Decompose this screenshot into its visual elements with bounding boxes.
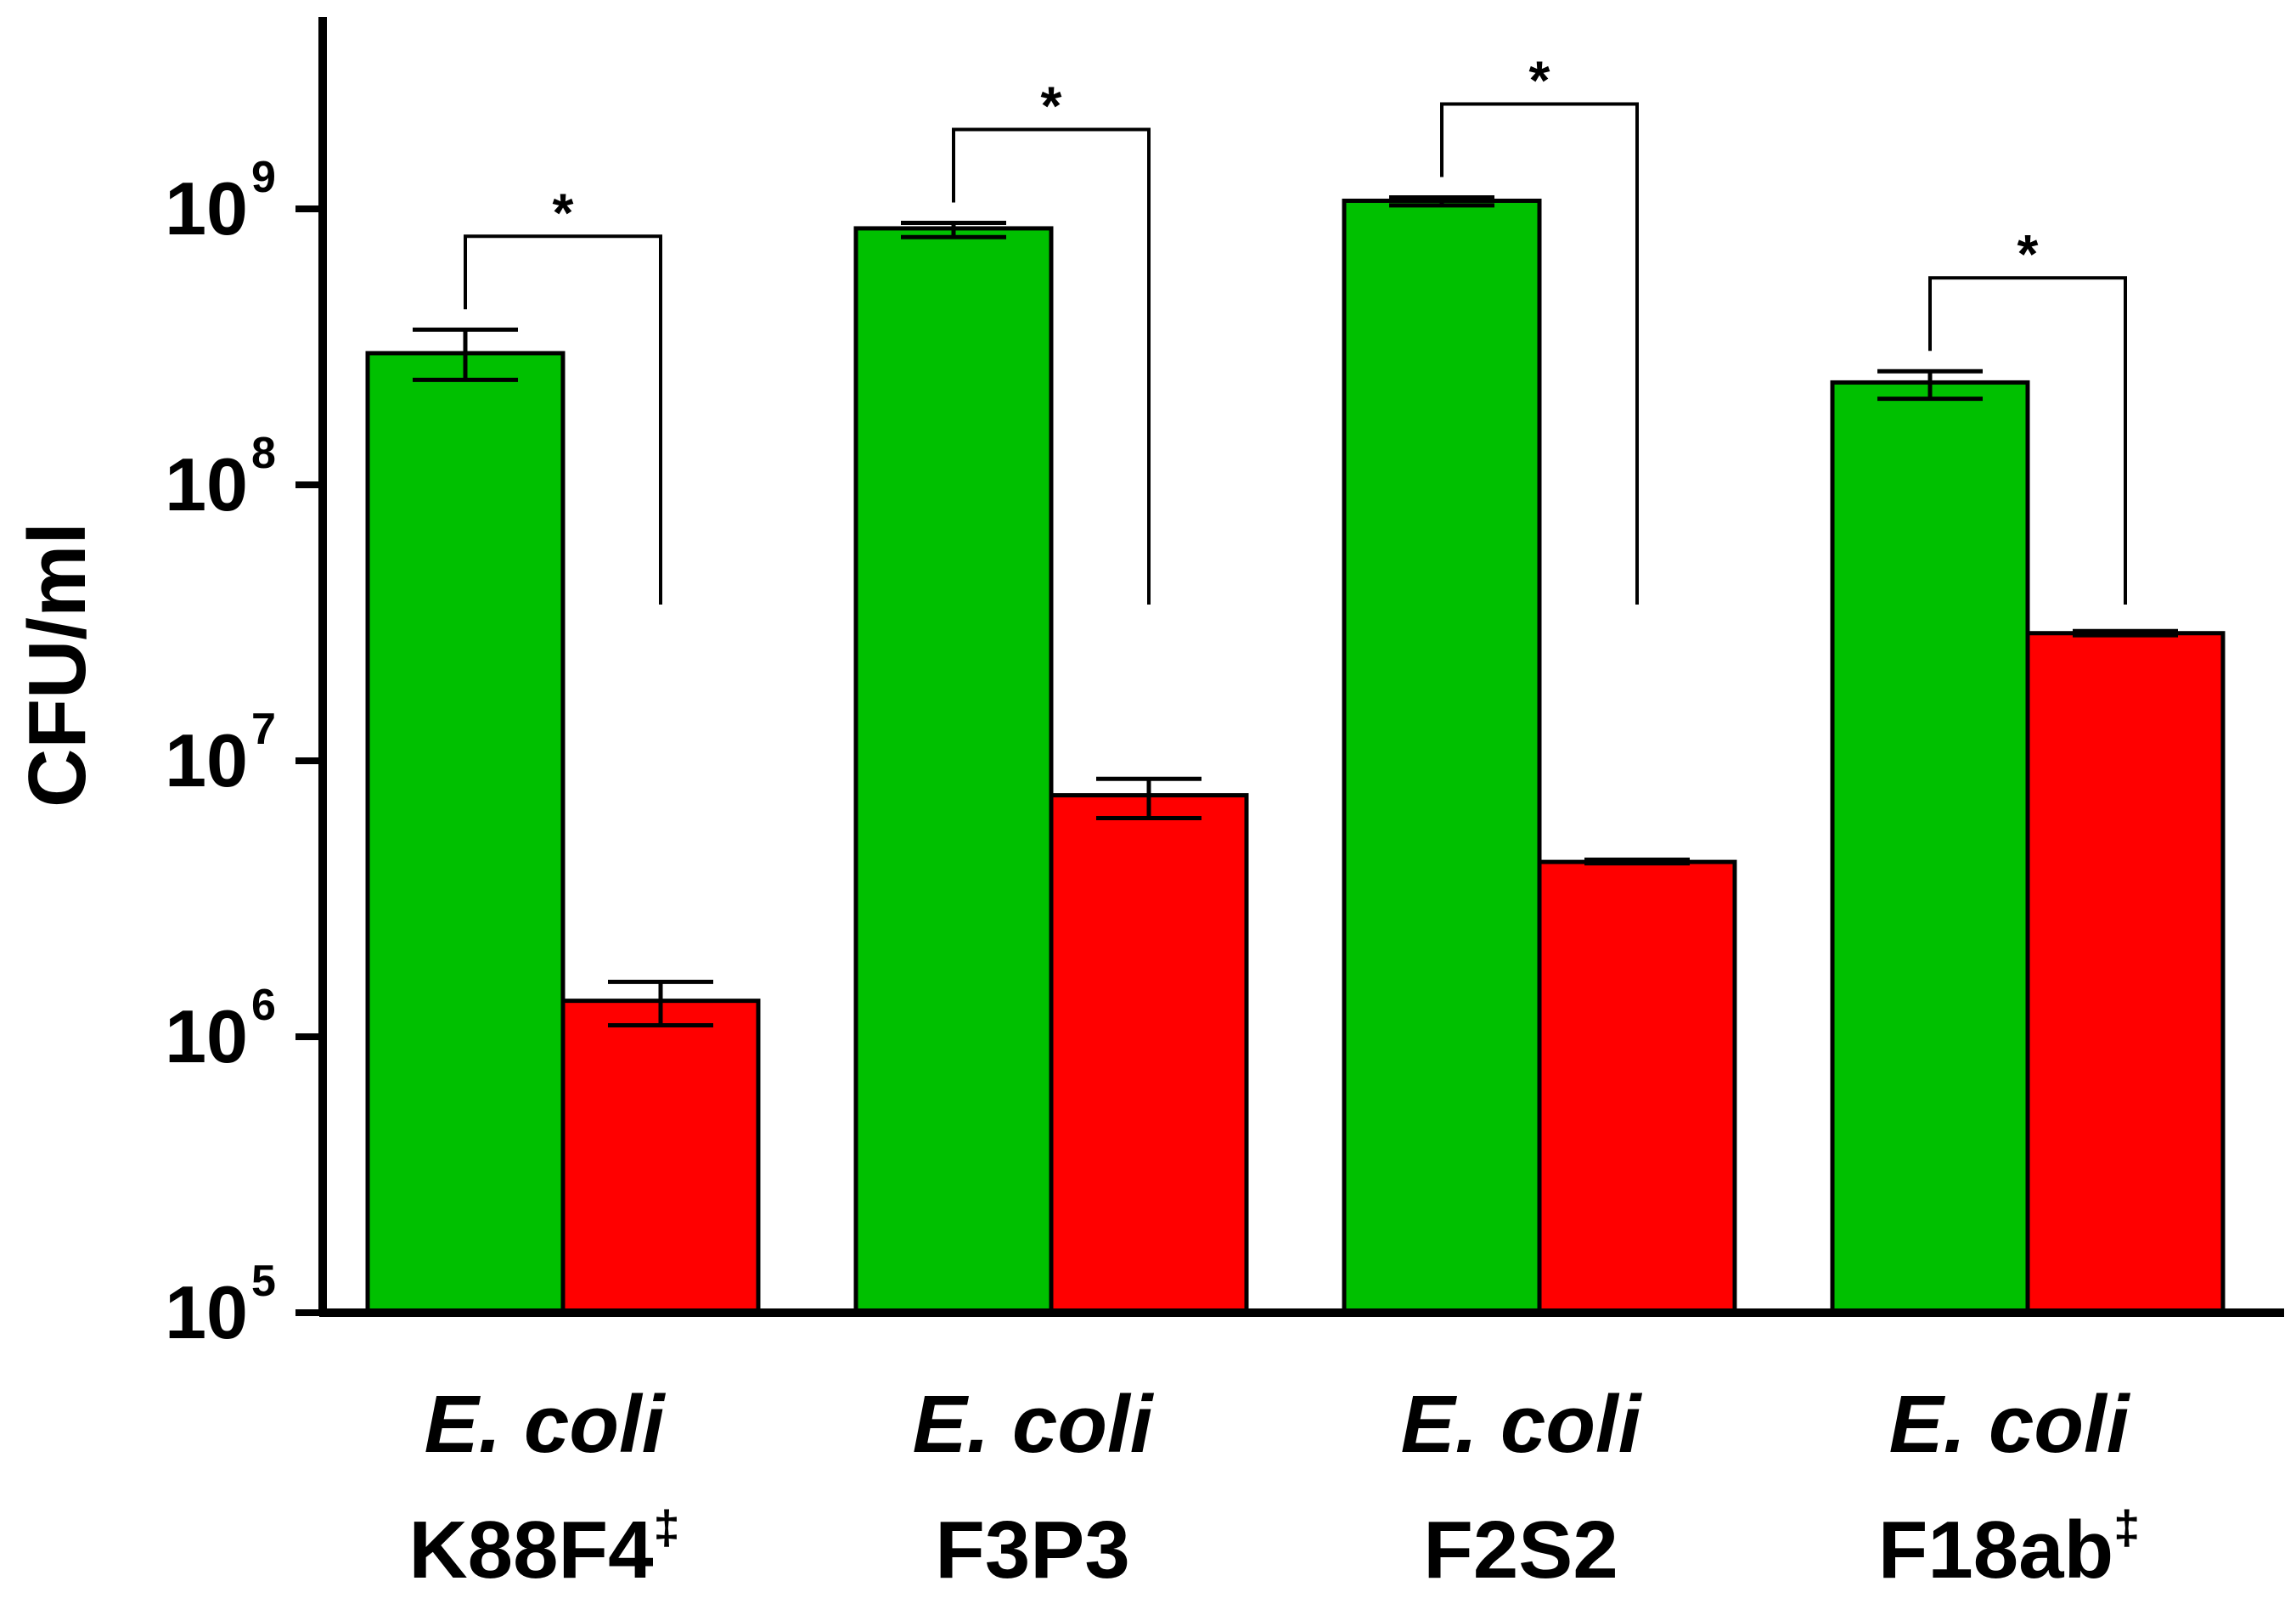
significance-star: * [1041, 75, 1062, 136]
y-tick-exponent: 5 [251, 1257, 276, 1306]
significance-star: * [2017, 223, 2039, 284]
error-bar-green-3 [1877, 369, 1983, 402]
y-tick-exponent: 7 [251, 705, 276, 754]
category-strain-label: F18ab‡ [1878, 1500, 2141, 1595]
significance-bracket-1: * [952, 75, 1151, 605]
error-bars [413, 195, 2178, 1028]
significance-brackets: * * * * [464, 50, 2127, 605]
significance-star: * [1529, 50, 1550, 111]
error-bar-green-2 [1389, 195, 1494, 208]
y-tick-label: 10 [165, 442, 248, 526]
category-labels: E. coli K88F4‡ E. coli F3P3 E. coli F2S2 E. co… [408, 1379, 2140, 1595]
error-bar-red-3 [2073, 628, 2178, 638]
category-species-label: E. coli [1889, 1379, 2131, 1470]
bar-green-2 [1342, 198, 1542, 1315]
y-tick-label: 10 [165, 166, 248, 250]
bar-red-1 [1049, 793, 1249, 1315]
error-bar-red-0 [608, 979, 713, 1028]
category-strain-label: K88F4‡ [408, 1500, 679, 1595]
y-tick-exponent: 6 [251, 981, 276, 1030]
category-mark: ‡ [2113, 1500, 2140, 1554]
significance-bracket-3: * [1928, 223, 2127, 605]
bar-red-0 [560, 999, 761, 1315]
y-tick-label: 10 [165, 718, 248, 802]
category-mark: ‡ [653, 1500, 679, 1554]
error-bar-red-1 [1096, 776, 1201, 820]
bar-green-3 [1830, 380, 2030, 1315]
y-tick-exponent: 9 [251, 153, 276, 202]
category-strain-label: F3P3 [935, 1505, 1129, 1595]
bar-green-1 [853, 226, 1054, 1315]
error-bar-green-1 [901, 220, 1006, 239]
bars [365, 198, 2226, 1315]
y-axis-label: CFU/ml [12, 522, 103, 807]
bar-red-2 [1537, 859, 1737, 1315]
axes [318, 17, 2284, 1317]
error-bar-green-0 [413, 327, 518, 382]
category-species-label: E. coli [913, 1379, 1155, 1470]
category-strain-label: F2S2 [1423, 1505, 1618, 1595]
category-species-label: E. coli [425, 1379, 667, 1470]
bar-green-0 [365, 351, 566, 1315]
y-tick-exponent: 8 [251, 429, 276, 478]
bar-red-3 [2025, 631, 2226, 1315]
significance-star: * [553, 182, 574, 243]
significance-bracket-2: * [1440, 50, 1639, 605]
y-tick-label: 10 [165, 994, 248, 1078]
significance-bracket-0: * [464, 182, 662, 605]
y-tick-label: 10 [165, 1270, 248, 1354]
error-bar-red-2 [1584, 858, 1690, 866]
category-species-label: E. coli [1401, 1379, 1643, 1470]
